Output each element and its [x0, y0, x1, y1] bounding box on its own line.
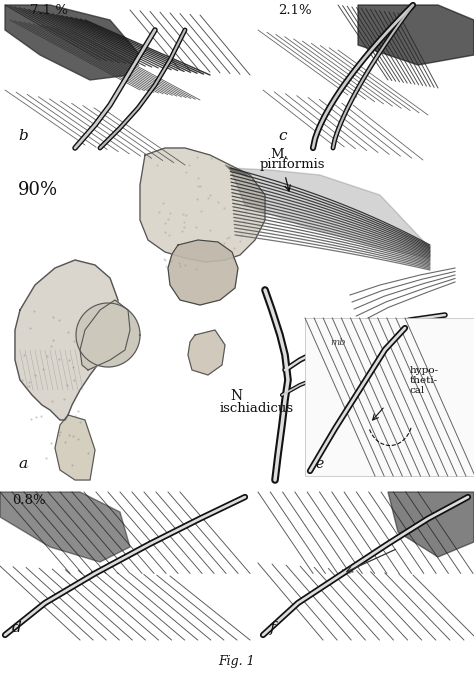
Text: e: e — [315, 457, 323, 471]
Text: cal: cal — [410, 386, 425, 395]
Polygon shape — [388, 492, 474, 557]
Polygon shape — [140, 148, 265, 262]
Text: theti-: theti- — [410, 376, 438, 385]
Text: 7.1 %: 7.1 % — [30, 4, 68, 17]
Text: b: b — [18, 129, 28, 143]
Text: M.: M. — [270, 148, 288, 161]
Text: piriformis: piriformis — [260, 158, 326, 171]
Text: a: a — [18, 457, 27, 471]
Text: ischiadicus: ischiadicus — [220, 402, 294, 415]
Text: hypo-: hypo- — [410, 366, 439, 375]
Text: c: c — [278, 129, 286, 143]
Text: f: f — [270, 621, 275, 635]
Text: 2.1%: 2.1% — [278, 4, 311, 17]
Polygon shape — [168, 240, 238, 305]
Polygon shape — [76, 303, 140, 367]
Text: N: N — [230, 389, 242, 403]
Polygon shape — [5, 5, 140, 80]
Text: mb: mb — [330, 338, 346, 347]
Text: d: d — [12, 621, 22, 635]
Polygon shape — [230, 168, 430, 258]
Polygon shape — [80, 300, 130, 370]
Text: Fig. 1: Fig. 1 — [219, 655, 255, 668]
Text: 0.8%: 0.8% — [12, 494, 46, 507]
FancyBboxPatch shape — [305, 318, 474, 476]
Polygon shape — [188, 330, 225, 375]
Polygon shape — [358, 5, 474, 65]
Text: 90%: 90% — [18, 181, 58, 199]
Polygon shape — [0, 492, 130, 562]
Polygon shape — [55, 415, 95, 480]
Polygon shape — [15, 260, 118, 420]
